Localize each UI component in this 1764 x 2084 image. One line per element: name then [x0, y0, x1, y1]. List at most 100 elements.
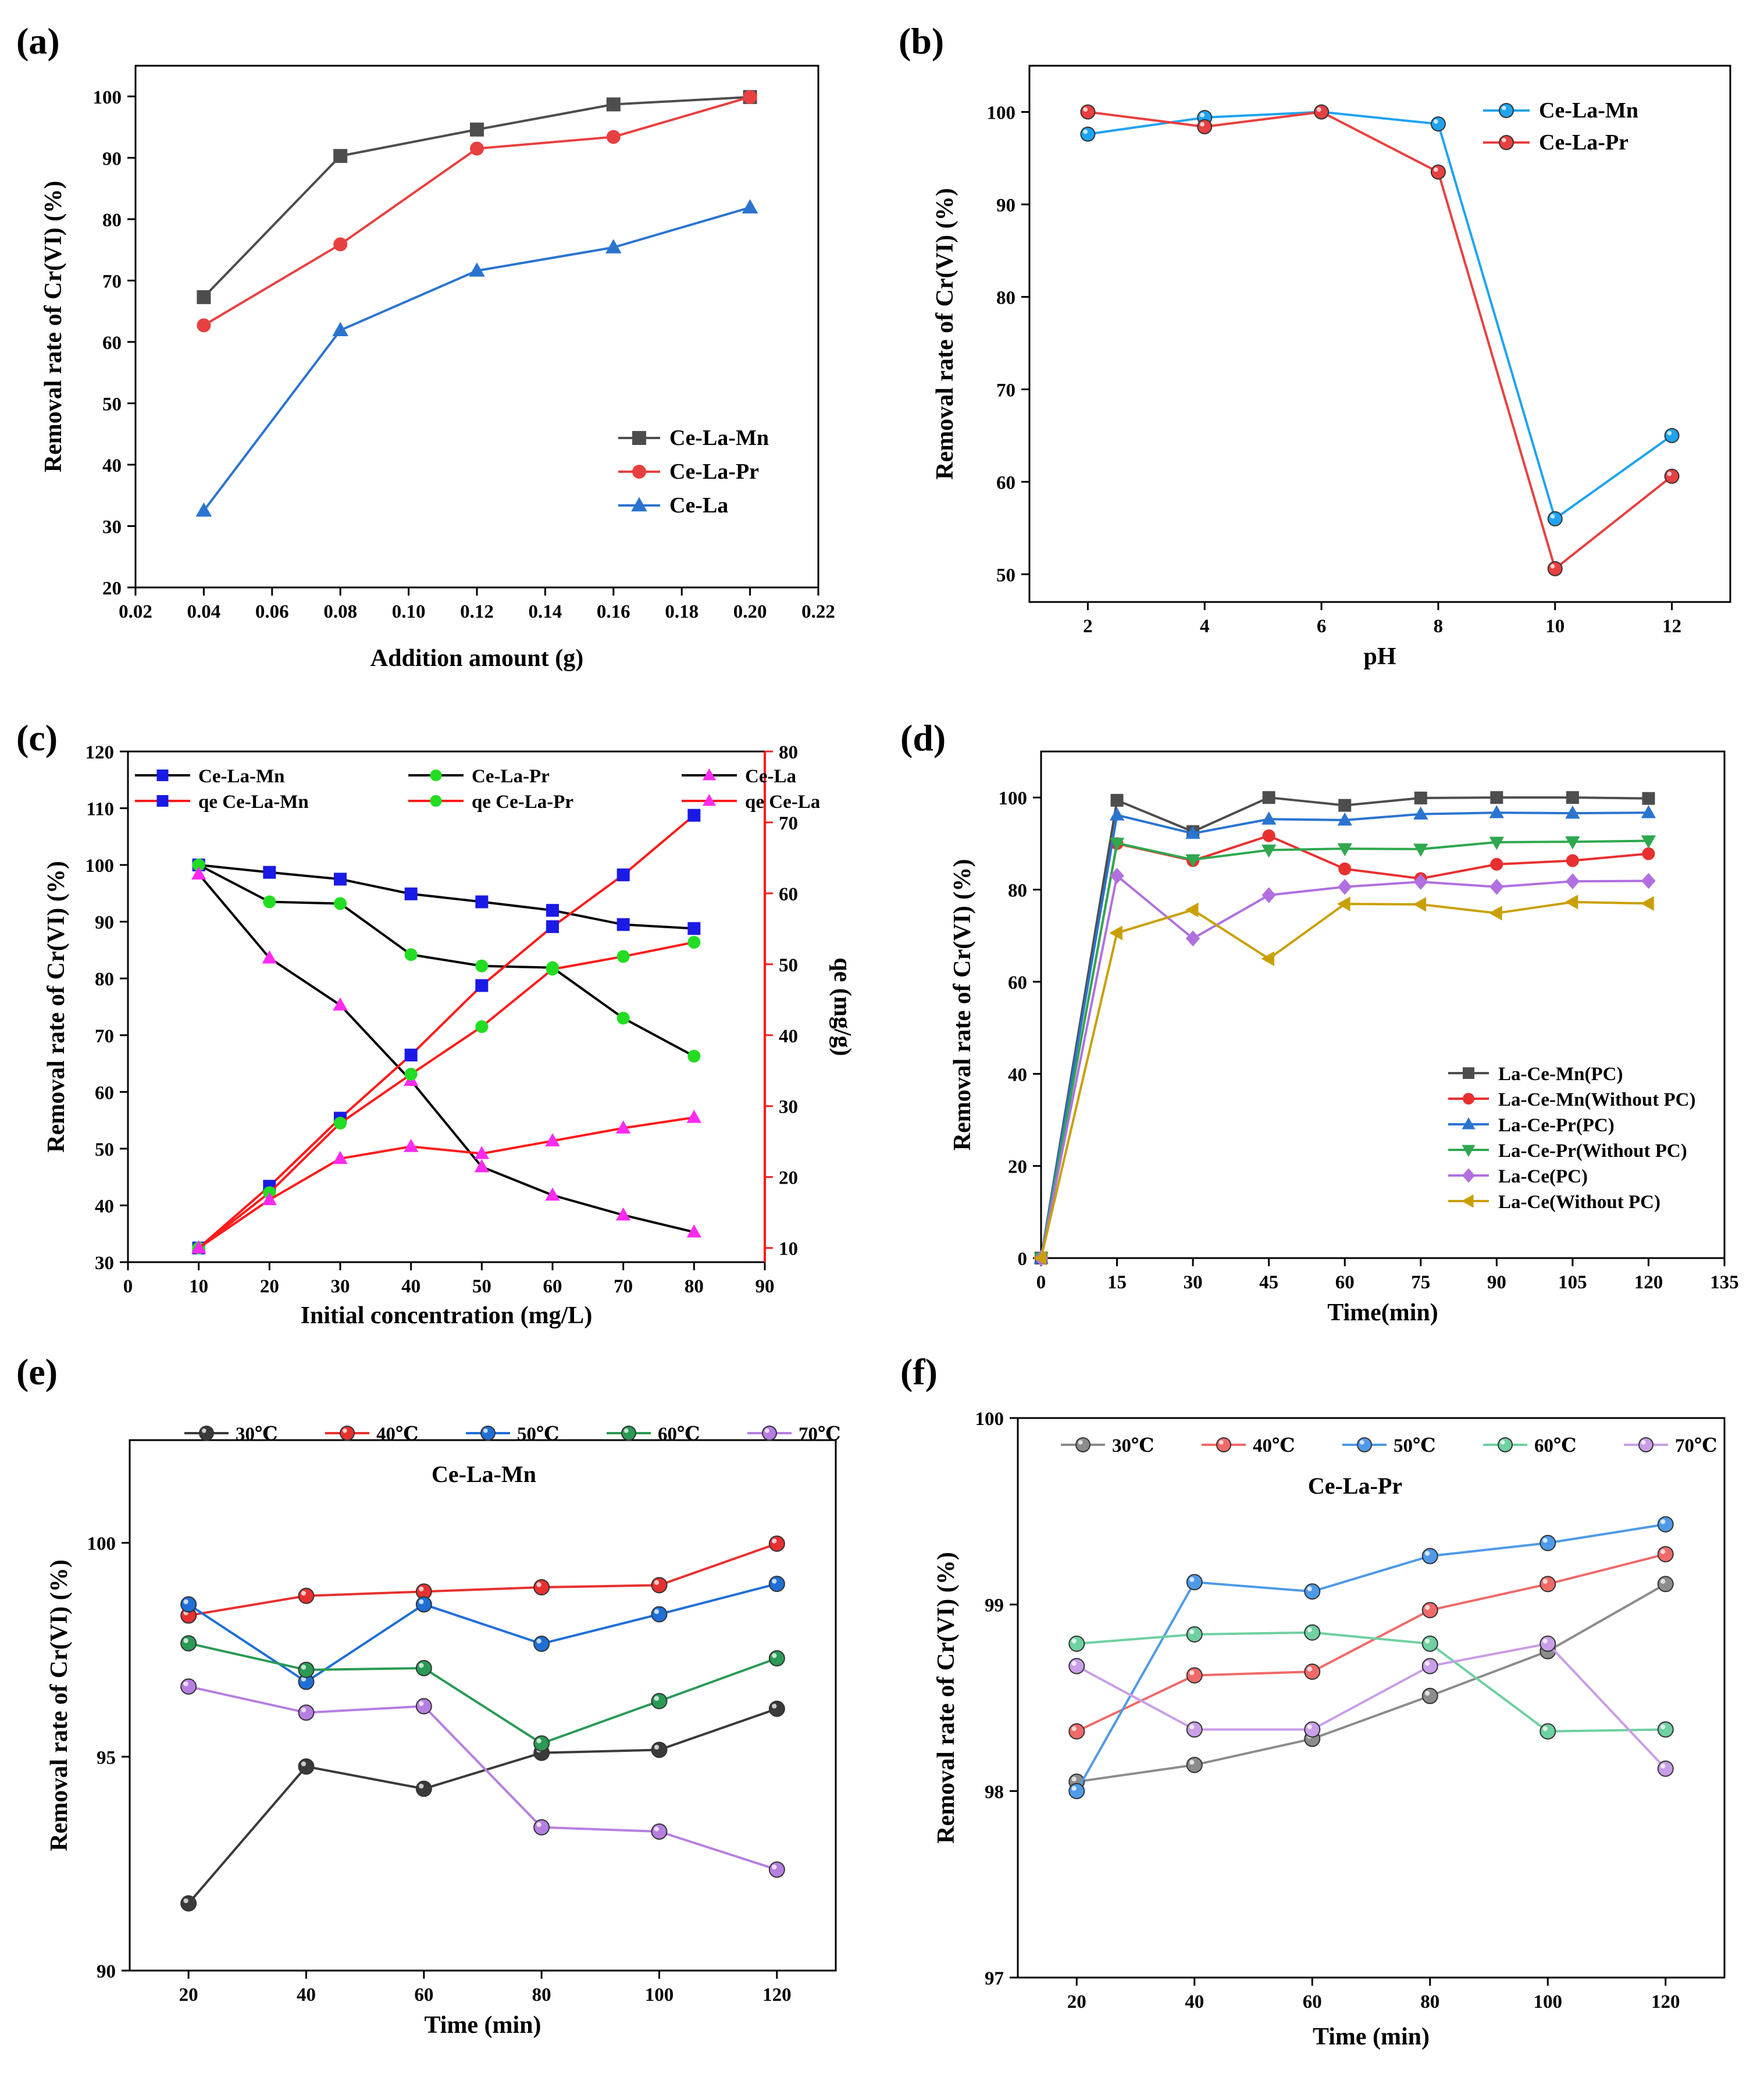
- data-point: [1642, 847, 1655, 860]
- data-point: [1565, 873, 1580, 890]
- series-line: [198, 864, 694, 930]
- data-point: [1304, 1663, 1321, 1680]
- data-point: [262, 1192, 277, 1206]
- legend-marker: [1462, 1145, 1476, 1157]
- data-point: [1304, 1583, 1321, 1600]
- data-point: [474, 1146, 489, 1159]
- data-point: [298, 1758, 315, 1775]
- data-point: [1413, 806, 1428, 820]
- series-line: [1088, 111, 1673, 570]
- x-tick-label: 30: [331, 1276, 350, 1297]
- legend-label: 40℃: [376, 1424, 419, 1445]
- data-point: [191, 1240, 206, 1253]
- data-point: [545, 1133, 560, 1146]
- data-point-shine: [1083, 129, 1088, 134]
- data-point: [1413, 874, 1428, 890]
- legend-marker: [1498, 1437, 1513, 1452]
- legend-marker-shine: [1078, 1440, 1083, 1445]
- data-point: [1304, 1624, 1321, 1641]
- data-point-shine: [1660, 1764, 1666, 1769]
- data-point-shine: [536, 1582, 541, 1587]
- data-point-shine: [1307, 1666, 1312, 1672]
- x-tick-label: 20: [1067, 1992, 1086, 2012]
- legend-label: 60℃: [1534, 1435, 1577, 1456]
- data-point: [1338, 799, 1352, 812]
- x-tick-label: 80: [685, 1276, 704, 1297]
- legend-marker: [340, 1426, 355, 1441]
- data-point: [533, 1819, 550, 1836]
- series-60℃: [1068, 1624, 1674, 1740]
- y-tick-label: 80: [102, 210, 122, 231]
- data-point: [1304, 1721, 1321, 1738]
- series-60℃: [180, 1635, 785, 1752]
- data-point: [1080, 104, 1096, 120]
- data-point-shine: [772, 1864, 777, 1870]
- y-tick-label: 20: [1008, 1157, 1027, 1178]
- legend-marker: [1357, 1437, 1372, 1452]
- x-tick-label: 8: [1434, 616, 1444, 637]
- panel-2: (c) 0 10 20 30 40 50 60 70 80 90 30 40 50 60 70 80 90 100 1…: [16, 717, 856, 1329]
- data-point: [1641, 835, 1656, 849]
- data-point: [475, 979, 489, 992]
- data-point-shine: [1433, 119, 1438, 124]
- data-point: [1641, 805, 1656, 818]
- data-point: [1489, 836, 1504, 850]
- y-tick-label: 70: [95, 1026, 114, 1047]
- legend-marker: [156, 795, 169, 807]
- y-tick-label: 70: [102, 271, 122, 292]
- x-tick-label: 120: [1651, 1992, 1680, 2012]
- data-point: [1664, 468, 1680, 484]
- y-tick-label: 60: [996, 472, 1015, 493]
- data-point: [533, 1735, 550, 1752]
- data-point: [1186, 1626, 1203, 1643]
- series-30℃: [1068, 1576, 1674, 1790]
- data-point-shine: [1200, 112, 1204, 117]
- legend-marker: [480, 1426, 496, 1441]
- data-point-shine: [1071, 1786, 1077, 1791]
- x-tick-label: 120: [762, 1985, 792, 2005]
- series-line: [1076, 1583, 1666, 1783]
- data-point: [1414, 791, 1427, 804]
- data-point: [533, 1579, 550, 1596]
- series-70℃: [1068, 1636, 1674, 1777]
- data-point: [1337, 843, 1352, 857]
- data-point: [616, 918, 630, 931]
- x-tick-label: 0.22: [801, 601, 835, 622]
- data-point: [333, 997, 348, 1011]
- legend-label: Ce-La-Pr: [669, 459, 759, 484]
- series-Ce-La-Mn: [1080, 104, 1680, 526]
- data-point: [687, 922, 701, 935]
- data-point: [1080, 126, 1096, 142]
- y-tick-label: 100: [999, 788, 1028, 809]
- series-50℃: [1068, 1516, 1674, 1800]
- data-point: [768, 1576, 785, 1593]
- data-point-shine: [419, 1663, 424, 1668]
- x-tick-label: 6: [1317, 616, 1327, 637]
- data-point: [1338, 862, 1352, 875]
- data-point-shine: [1071, 1776, 1077, 1782]
- data-point: [415, 1780, 432, 1797]
- x-tick-label: 75: [1411, 1272, 1430, 1293]
- x-tick-label: 0.08: [323, 601, 357, 622]
- legend-label: La-Ce-Pr(PC): [1498, 1115, 1615, 1136]
- x-tick-label: 0.12: [460, 601, 494, 622]
- series-line: [188, 1542, 778, 1617]
- legend-marker-shine: [1500, 1440, 1505, 1445]
- legend-label: Ce-La-Mn: [669, 426, 769, 450]
- x-tick-label: 2: [1083, 616, 1093, 637]
- series-line: [198, 1116, 694, 1249]
- y-tick-label: 80: [95, 969, 114, 990]
- y2-tick-label: 40: [779, 1026, 798, 1047]
- legend-marker-shine: [1501, 105, 1506, 111]
- x-tick-label: 30: [1184, 1272, 1203, 1293]
- legend-marker: [156, 770, 169, 781]
- data-point-shine: [1550, 514, 1555, 519]
- legend-marker: [621, 1426, 636, 1441]
- legend-marker: [762, 1426, 777, 1441]
- legend-marker-shine: [342, 1428, 347, 1433]
- data-point-shine: [1660, 1579, 1666, 1584]
- legend-label: qe Ce-La-Pr: [472, 792, 573, 813]
- x-axis-title: Time(min): [1327, 1299, 1438, 1326]
- data-point-shine: [772, 1579, 777, 1584]
- x-tick-label: 105: [1558, 1272, 1587, 1293]
